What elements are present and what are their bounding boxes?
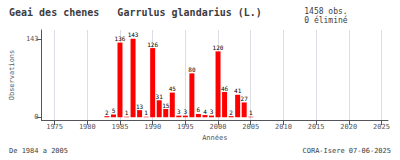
svg-text:1990: 1990: [144, 123, 161, 131]
svg-text:6: 6: [197, 106, 201, 113]
svg-text:4: 4: [203, 108, 207, 115]
svg-text:31: 31: [156, 93, 164, 100]
svg-text:1: 1: [249, 109, 253, 116]
svg-text:2005: 2005: [242, 123, 259, 131]
svg-text:2015: 2015: [308, 123, 325, 131]
svg-text:2000: 2000: [210, 123, 227, 131]
svg-text:27: 27: [241, 95, 249, 102]
svg-text:0: 0: [34, 113, 38, 121]
svg-text:2020: 2020: [340, 123, 357, 131]
svg-text:0 éliminé: 0 éliminé: [304, 15, 348, 25]
svg-text:143: 143: [128, 31, 139, 38]
svg-text:Années: Années: [202, 134, 227, 142]
svg-text:CORA-Isere 07-06-2025: CORA-Isere 07-06-2025: [302, 147, 391, 155]
svg-text:41: 41: [234, 87, 242, 94]
svg-text:1980: 1980: [79, 123, 96, 131]
svg-text:De 1984 a 2005: De 1984 a 2005: [9, 147, 68, 155]
svg-text:2: 2: [105, 109, 109, 116]
svg-text:3: 3: [177, 108, 181, 115]
svg-text:5: 5: [112, 107, 116, 114]
svg-text:1458 obs.: 1458 obs.: [304, 7, 347, 16]
svg-text:2010: 2010: [275, 123, 292, 131]
svg-text:1975: 1975: [46, 123, 63, 131]
svg-text:80: 80: [188, 66, 196, 73]
svg-text:45: 45: [169, 85, 177, 92]
svg-text:3: 3: [184, 108, 188, 115]
svg-text:136: 136: [115, 35, 126, 42]
svg-text:1: 1: [125, 109, 129, 116]
svg-text:126: 126: [147, 41, 158, 48]
svg-text:Observations: Observations: [8, 50, 16, 101]
svg-text:1995: 1995: [177, 123, 194, 131]
svg-text:1985: 1985: [112, 123, 129, 131]
svg-text:3: 3: [210, 108, 214, 115]
svg-text:2025: 2025: [373, 123, 390, 131]
svg-text:120: 120: [213, 44, 224, 51]
svg-text:1: 1: [144, 109, 148, 116]
svg-text:15: 15: [162, 102, 170, 109]
svg-text:2: 2: [229, 109, 233, 116]
svg-text:13: 13: [136, 103, 144, 110]
svg-text:143: 143: [26, 35, 39, 43]
svg-text:Geai des chenes Garrulus gla: Geai des chenes Garrulus glandarius (L.): [9, 7, 262, 18]
svg-text:46: 46: [221, 85, 229, 92]
